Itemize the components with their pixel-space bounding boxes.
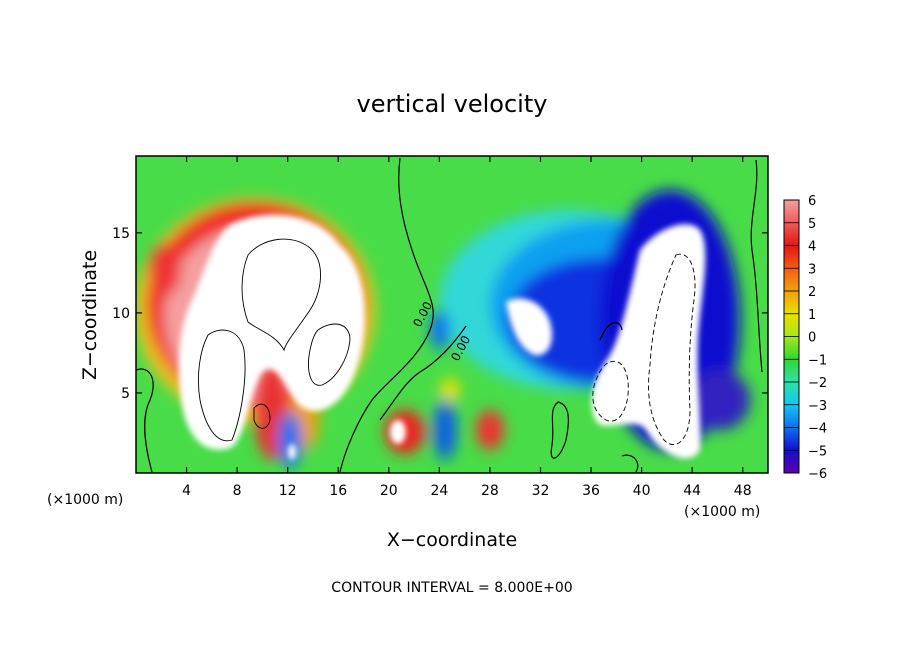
y-axis-label: Z−coordinate bbox=[79, 250, 101, 380]
chart-title: vertical velocity bbox=[357, 90, 548, 118]
colorbar-tick-label: −5 bbox=[808, 444, 827, 459]
y-tick-label: 10 bbox=[112, 306, 130, 322]
x-tick-label: 28 bbox=[481, 483, 499, 499]
colorbar-tick-label: −2 bbox=[808, 376, 827, 391]
x-tick-label: 24 bbox=[430, 483, 448, 499]
colorbar-tick-label: 5 bbox=[808, 217, 816, 232]
x-tick-label: 40 bbox=[633, 483, 651, 499]
contour-interval-note: CONTOUR INTERVAL = 8.000E+00 bbox=[331, 580, 572, 596]
x-tick-label: 20 bbox=[380, 483, 398, 499]
colorbar-tick-label: −1 bbox=[808, 353, 827, 368]
colorbar-tick-label: 1 bbox=[808, 308, 816, 323]
y-tick-label: 5 bbox=[121, 386, 130, 402]
x-tick-label: 8 bbox=[233, 483, 242, 499]
x-tick-label: 44 bbox=[683, 483, 701, 499]
x-tick-label: 32 bbox=[532, 483, 550, 499]
heatmap-field: 0.00 0.00 bbox=[136, 156, 768, 473]
colorbar-tick-label: −6 bbox=[808, 467, 827, 482]
plot-frame bbox=[135, 155, 769, 474]
x-tick-label: 12 bbox=[279, 483, 297, 499]
colorbar-tick-label: −3 bbox=[808, 399, 827, 414]
colorbar-ticks: 6 5 4 3 2 1 0 −1 −2 −3 −4 −5 −6 bbox=[784, 194, 827, 482]
y-tick-label: 15 bbox=[112, 226, 130, 242]
x-tick-label: 48 bbox=[734, 483, 752, 499]
x-unit-right: (×1000 m) bbox=[684, 504, 760, 520]
x-axis-label: X−coordinate bbox=[387, 529, 517, 551]
colorbar-tick-label: 2 bbox=[808, 285, 816, 300]
colorbar-tick-label: 3 bbox=[808, 262, 816, 277]
x-tick-label: 16 bbox=[329, 483, 347, 499]
x-tick-label: 36 bbox=[582, 483, 600, 499]
x-tick-label: 4 bbox=[182, 483, 191, 499]
colorbar-tick-label: 4 bbox=[808, 240, 816, 255]
colorbar-tick-label: −4 bbox=[808, 422, 827, 437]
x-unit-left: (×1000 m) bbox=[47, 492, 123, 508]
colorbar-tick-label: 0 bbox=[808, 331, 816, 346]
colorbar-tick-label: 6 bbox=[808, 194, 816, 209]
